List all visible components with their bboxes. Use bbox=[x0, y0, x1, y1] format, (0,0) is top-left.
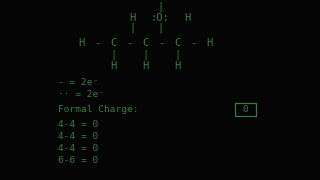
Text: H: H bbox=[110, 61, 117, 71]
Text: H: H bbox=[130, 13, 136, 23]
Text: H: H bbox=[206, 38, 213, 48]
Text: -: - bbox=[94, 38, 101, 48]
Text: -: - bbox=[158, 38, 165, 48]
Text: 4-4 = 0: 4-4 = 0 bbox=[58, 120, 98, 129]
Text: ·· = 2e⁻: ·· = 2e⁻ bbox=[58, 90, 104, 99]
Text: H: H bbox=[174, 61, 181, 71]
Text: |: | bbox=[157, 1, 163, 12]
Text: - = 2e⁻: - = 2e⁻ bbox=[58, 78, 98, 87]
Text: Formal Charge:: Formal Charge: bbox=[58, 105, 144, 114]
Text: |: | bbox=[130, 23, 136, 33]
Text: H: H bbox=[184, 13, 190, 23]
Text: -: - bbox=[126, 38, 133, 48]
Text: |: | bbox=[142, 50, 149, 60]
Text: C: C bbox=[110, 38, 117, 48]
Text: :O:: :O: bbox=[151, 13, 169, 23]
Text: C: C bbox=[174, 38, 181, 48]
Text: |: | bbox=[110, 50, 117, 60]
Text: H: H bbox=[142, 61, 149, 71]
Text: |: | bbox=[174, 50, 181, 60]
Text: 4-4 = 0: 4-4 = 0 bbox=[58, 144, 98, 153]
Text: H: H bbox=[78, 38, 85, 48]
Text: 4-4 = 0: 4-4 = 0 bbox=[58, 132, 98, 141]
Text: 0: 0 bbox=[243, 105, 248, 114]
Text: C: C bbox=[142, 38, 149, 48]
Text: -: - bbox=[190, 38, 197, 48]
Text: 6-6 = 0: 6-6 = 0 bbox=[58, 156, 98, 165]
Text: |: | bbox=[157, 23, 163, 33]
